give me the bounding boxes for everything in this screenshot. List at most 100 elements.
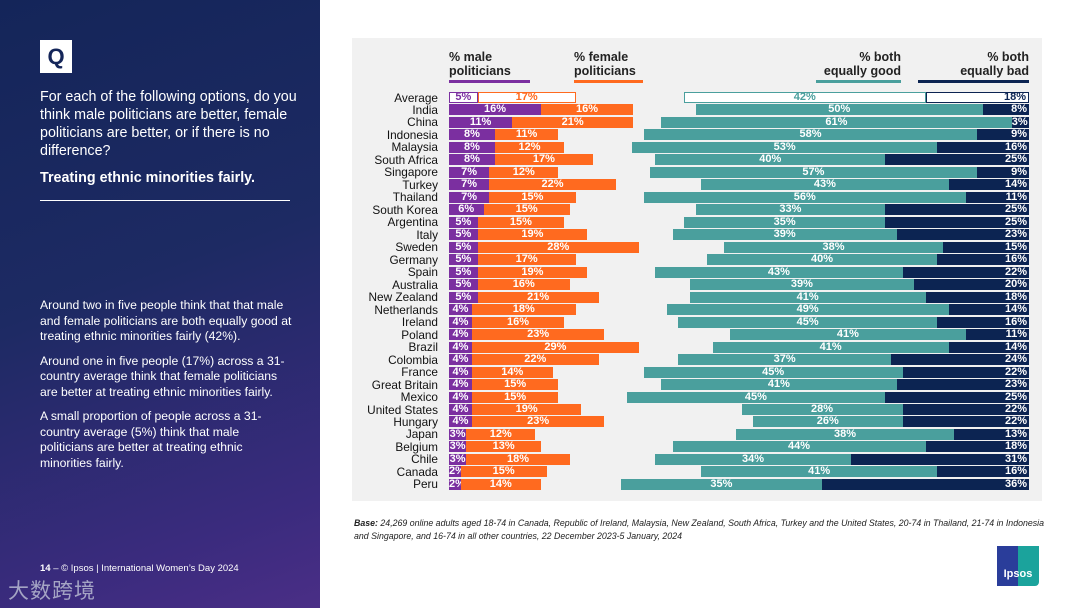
bar-equally-bad: 18% <box>925 291 1029 303</box>
data-label: 12% <box>489 427 512 440</box>
bar-equally-bad: 25% <box>885 391 1029 403</box>
category-label: Netherlands <box>374 302 438 317</box>
data-label: 3% <box>1011 115 1028 128</box>
data-label: 22% <box>524 353 547 366</box>
bar-female: 14% <box>472 365 553 378</box>
bar-equally-bad: 11% <box>965 329 1029 341</box>
bar-male: 16% <box>449 104 541 116</box>
bar-female: 15% <box>489 190 576 203</box>
data-label: 6% <box>458 203 475 216</box>
bar-female: 22% <box>489 179 616 191</box>
category-label: Indonesia <box>386 127 438 142</box>
data-label: 39% <box>790 278 813 291</box>
bar-equally-good: 56% <box>643 190 966 203</box>
bar-male: 5% <box>449 229 478 241</box>
bar-equally-bad: 22% <box>902 404 1029 415</box>
bar-equally-bad: 31% <box>850 453 1029 465</box>
bar-female: 23% <box>472 329 605 341</box>
data-label: 25% <box>1004 153 1027 166</box>
category-label: Italy <box>416 227 438 242</box>
bar-equally-bad: 25% <box>885 216 1029 228</box>
data-label: 12% <box>512 165 535 178</box>
bar-equally-good: 34% <box>655 453 851 465</box>
data-label: 5% <box>455 215 472 228</box>
bar-female: 12% <box>489 165 559 178</box>
data-label: 13% <box>1004 427 1027 440</box>
legend-label-line: politicians <box>449 64 511 78</box>
data-label: 22% <box>1004 415 1027 428</box>
data-label: 5% <box>455 278 472 291</box>
bar-equally-bad: 36% <box>822 478 1029 490</box>
bar-equally-good: 41% <box>661 378 897 391</box>
bar-male: 3% <box>449 441 467 453</box>
bar-equally-good: 37% <box>678 354 891 366</box>
data-label: 33% <box>779 203 802 216</box>
data-label: 4% <box>452 403 469 415</box>
footer: 14 – © Ipsos | International Women’s Day… <box>40 563 239 574</box>
bar-equally-good: 41% <box>730 329 966 341</box>
data-label: 18% <box>1004 440 1027 453</box>
data-label: 25% <box>1004 203 1027 216</box>
base-text: 24,269 online adults aged 18-74 in Canad… <box>354 518 1045 541</box>
bar-female: 22% <box>472 353 599 366</box>
data-label: 3% <box>449 452 466 465</box>
data-label: 16% <box>575 103 599 116</box>
data-label: 4% <box>452 365 469 378</box>
page-number: 14 <box>40 563 51 574</box>
data-label: 45% <box>744 390 767 403</box>
data-label: 4% <box>452 390 469 403</box>
bar-equally-bad: 15% <box>942 240 1029 253</box>
bar-equally-bad: 9% <box>977 129 1029 141</box>
data-label: 7% <box>461 178 478 191</box>
data-label: 8% <box>464 153 480 166</box>
data-label: 41% <box>796 290 819 303</box>
data-label: 19% <box>515 403 538 415</box>
bar-female: 16% <box>477 279 570 291</box>
bar-equally-good: 49% <box>666 304 949 316</box>
data-label: 15% <box>521 190 544 203</box>
bar-equally-bad: 13% <box>954 427 1029 440</box>
bar-male: 3% <box>449 452 467 465</box>
data-label: 50% <box>828 103 851 116</box>
footer-text: – © Ipsos | International Women’s Day 20… <box>50 563 239 574</box>
bar-female: 15% <box>472 391 559 403</box>
data-label: 14% <box>489 477 512 490</box>
bar-female: 19% <box>472 403 582 415</box>
bar-equally-good: 58% <box>643 128 978 141</box>
category-label: Colombia <box>388 352 438 367</box>
bar-equally-good: 61% <box>661 115 1012 128</box>
category-label: Ireland <box>401 315 438 330</box>
legend-label: % female politicians <box>574 50 674 78</box>
data-label: 19% <box>521 265 544 278</box>
data-label: 14% <box>501 365 524 378</box>
data-label: 16% <box>1004 465 1027 478</box>
data-label: 56% <box>793 190 816 203</box>
bar-equally-good: 26% <box>753 416 903 428</box>
bar-male: 4% <box>449 416 472 428</box>
bar-male: 4% <box>449 304 472 316</box>
bar-equally-good: 42% <box>684 92 926 103</box>
bar-female: 21% <box>512 116 633 128</box>
data-label: 58% <box>799 128 822 141</box>
bar-female: 28% <box>477 241 639 253</box>
category-label: Spain <box>407 265 438 280</box>
bar-equally-good: 45% <box>678 316 937 328</box>
bar-female: 18% <box>472 304 576 316</box>
bar-female: 21% <box>477 291 599 303</box>
bar-female: 15% <box>477 216 564 228</box>
bar-male: 4% <box>449 404 472 415</box>
data-label: 22% <box>1004 365 1027 378</box>
category-label: Japan <box>405 427 438 442</box>
data-label: 39% <box>773 228 796 241</box>
category-label: France <box>401 365 438 380</box>
bar-female: 16% <box>472 316 564 328</box>
bar-male: 4% <box>449 390 472 403</box>
data-label: 61% <box>825 115 848 128</box>
topic-title: Treating ethnic minorities fairly. <box>40 170 256 186</box>
data-label: 15% <box>1004 240 1027 253</box>
summary-paragraph: Around two in five people think that tha… <box>40 298 292 343</box>
data-label: 23% <box>1004 378 1027 391</box>
data-label: 40% <box>810 253 834 266</box>
bar-male: 7% <box>449 166 490 178</box>
data-label: 41% <box>767 378 790 391</box>
